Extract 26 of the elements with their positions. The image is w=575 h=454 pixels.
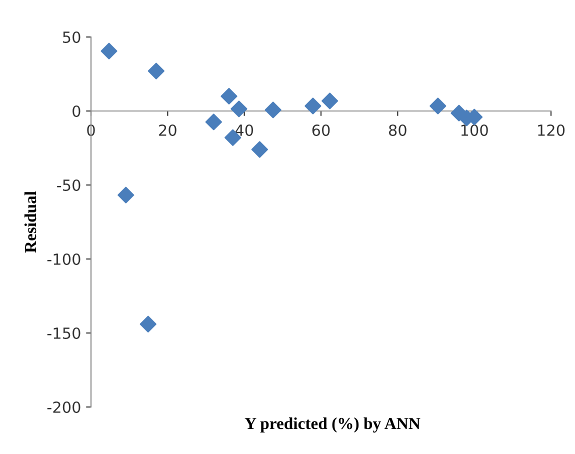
point (140, 316, 156, 332)
point (264, 102, 282, 118)
point (205, 114, 222, 130)
y-tick-label: -200 (47, 401, 80, 414)
y-tick-label: 0 (72, 105, 80, 118)
x-tick-label: 80 (388, 124, 406, 136)
x-axis-title: Y predicted (%) by ANN (244, 417, 420, 433)
x-tick-label: 120 (538, 124, 565, 136)
y-tick-label: -50 (57, 179, 80, 192)
y-tick-label: 50 (63, 31, 80, 44)
point (430, 98, 446, 114)
point (304, 98, 322, 114)
point (100, 42, 118, 60)
point (251, 141, 268, 158)
point (230, 100, 248, 118)
point (118, 186, 134, 204)
x-tick-label: 20 (159, 124, 176, 136)
x-tick-label: 60 (312, 124, 330, 136)
y-axis-title: Residual (24, 191, 36, 253)
y-tick-label: -100 (47, 253, 80, 266)
point (322, 92, 338, 110)
y-tick-label: -150 (47, 327, 80, 340)
point (220, 88, 238, 104)
x-tick-label: 40 (235, 124, 254, 136)
point (148, 62, 164, 80)
x-tick-label: 100 (461, 124, 488, 136)
